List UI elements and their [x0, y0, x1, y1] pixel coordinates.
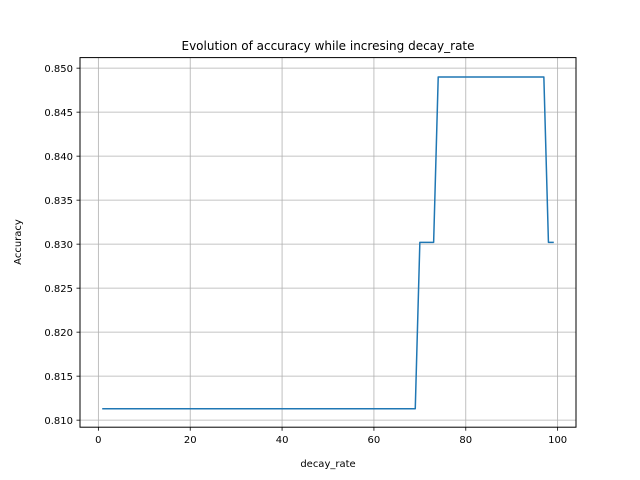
y-tick-label: 0.810 [44, 416, 73, 427]
y-tick-label: 0.830 [44, 240, 73, 251]
y-tick-label: 0.840 [44, 152, 73, 163]
x-tick-label: 0 [95, 435, 101, 446]
y-ticks: 0.810 0.815 0.820 0.825 0.830 0.835 0.840 0.845… [44, 64, 80, 427]
x-tick-label: 20 [184, 435, 197, 446]
y-tick-label: 0.835 [44, 196, 73, 207]
series-layer [102, 76, 554, 410]
series-line [102, 76, 554, 410]
x-tick-label: 40 [276, 435, 289, 446]
y-axis-label: Accuracy [13, 219, 24, 265]
x-tick-label: 100 [548, 435, 567, 446]
y-tick-label: 0.820 [44, 328, 73, 339]
y-tick-label: 0.825 [44, 284, 73, 295]
chart-title: Evolution of accuracy while incresing de… [181, 39, 474, 53]
y-tick-label: 0.850 [44, 64, 73, 75]
x-tick-label: 60 [368, 435, 381, 446]
x-ticks: 0 20 40 60 80 100 [95, 427, 567, 446]
axes-frame [79, 57, 577, 428]
y-tick-label: 0.815 [44, 372, 73, 383]
y-tick-label: 0.845 [44, 108, 73, 119]
x-tick-label: 80 [459, 435, 472, 446]
grid [80, 57, 576, 428]
x-axis-label: decay_rate [300, 459, 355, 470]
